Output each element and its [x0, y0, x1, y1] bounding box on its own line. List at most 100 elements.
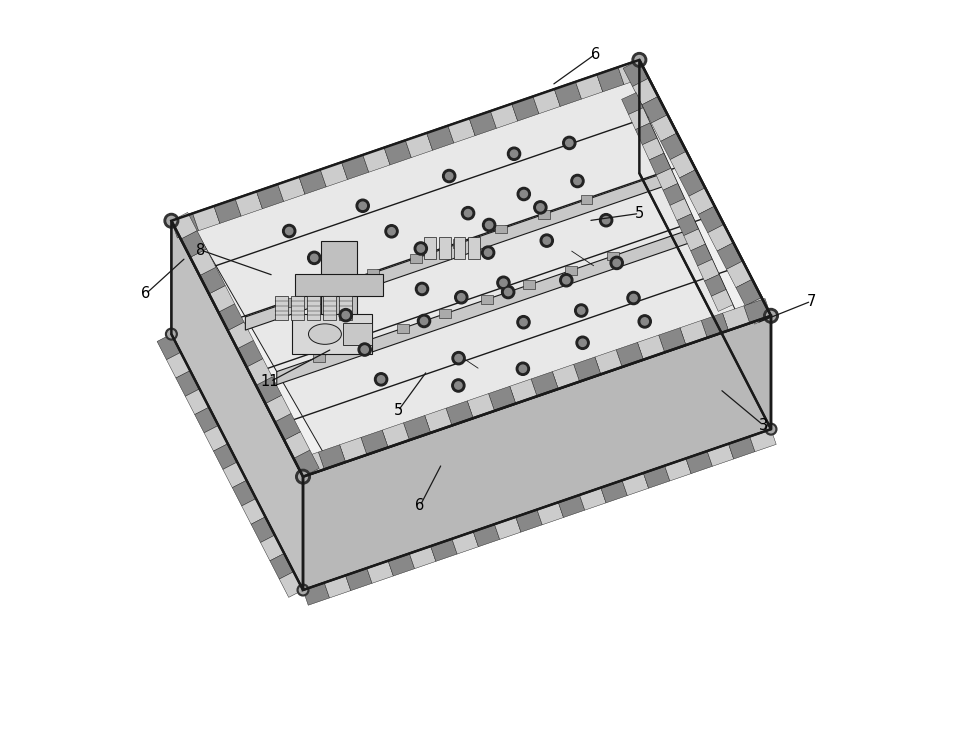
Polygon shape	[339, 297, 352, 320]
Polygon shape	[242, 498, 265, 524]
Circle shape	[296, 469, 310, 484]
Polygon shape	[558, 495, 585, 517]
Text: 6: 6	[415, 498, 425, 513]
Circle shape	[374, 373, 388, 386]
Circle shape	[537, 204, 544, 211]
Circle shape	[574, 304, 588, 317]
Text: 3: 3	[759, 418, 768, 433]
Circle shape	[307, 251, 321, 264]
Polygon shape	[623, 60, 649, 87]
Circle shape	[517, 316, 530, 329]
Polygon shape	[296, 274, 383, 296]
Polygon shape	[431, 539, 457, 562]
Circle shape	[641, 318, 649, 325]
Polygon shape	[277, 227, 698, 385]
Polygon shape	[410, 254, 422, 263]
Polygon shape	[736, 279, 762, 306]
Polygon shape	[597, 68, 624, 92]
Polygon shape	[209, 286, 234, 312]
Polygon shape	[663, 184, 684, 206]
Circle shape	[356, 199, 369, 212]
Polygon shape	[439, 309, 451, 318]
Polygon shape	[566, 266, 577, 275]
Polygon shape	[701, 313, 728, 338]
Polygon shape	[321, 162, 347, 187]
Polygon shape	[523, 280, 535, 289]
Text: 8: 8	[196, 242, 205, 258]
Polygon shape	[157, 334, 181, 360]
Polygon shape	[670, 199, 692, 220]
Polygon shape	[679, 170, 705, 196]
Polygon shape	[680, 321, 707, 345]
Circle shape	[635, 56, 644, 65]
Polygon shape	[323, 297, 336, 320]
Polygon shape	[491, 103, 518, 128]
Circle shape	[510, 150, 518, 157]
Circle shape	[167, 330, 175, 338]
Circle shape	[359, 202, 367, 209]
Polygon shape	[213, 444, 237, 470]
Polygon shape	[580, 487, 606, 510]
Circle shape	[767, 311, 775, 320]
Circle shape	[418, 286, 426, 293]
Polygon shape	[469, 111, 497, 136]
Polygon shape	[488, 386, 516, 411]
Polygon shape	[496, 225, 507, 233]
Circle shape	[517, 187, 530, 200]
Polygon shape	[744, 299, 771, 323]
Polygon shape	[389, 553, 414, 576]
Polygon shape	[256, 377, 281, 404]
Polygon shape	[495, 517, 521, 539]
Polygon shape	[581, 195, 592, 204]
Polygon shape	[699, 206, 724, 233]
Polygon shape	[608, 252, 619, 261]
Polygon shape	[749, 429, 776, 451]
Polygon shape	[439, 237, 451, 259]
Polygon shape	[554, 81, 582, 106]
Polygon shape	[512, 96, 539, 121]
Polygon shape	[194, 407, 218, 433]
Polygon shape	[279, 572, 303, 597]
Polygon shape	[247, 359, 272, 385]
Polygon shape	[683, 229, 705, 251]
Circle shape	[579, 339, 587, 346]
Polygon shape	[670, 151, 696, 178]
Polygon shape	[660, 133, 686, 160]
Circle shape	[385, 225, 398, 238]
Text: 7: 7	[807, 294, 816, 309]
Polygon shape	[686, 451, 712, 473]
Circle shape	[417, 314, 431, 327]
Circle shape	[638, 315, 652, 328]
Circle shape	[414, 242, 428, 255]
Polygon shape	[228, 322, 254, 349]
Circle shape	[630, 294, 637, 302]
Polygon shape	[516, 509, 543, 532]
Circle shape	[563, 277, 570, 284]
Circle shape	[452, 352, 465, 365]
Polygon shape	[186, 389, 209, 415]
Polygon shape	[303, 583, 329, 606]
Polygon shape	[639, 60, 771, 429]
Circle shape	[464, 209, 472, 217]
Polygon shape	[649, 153, 671, 175]
Polygon shape	[723, 306, 749, 330]
Polygon shape	[299, 170, 326, 195]
Circle shape	[415, 283, 429, 296]
Polygon shape	[704, 275, 726, 297]
Circle shape	[768, 426, 774, 433]
Circle shape	[766, 424, 777, 435]
Polygon shape	[167, 352, 190, 378]
Polygon shape	[410, 546, 435, 569]
Circle shape	[361, 346, 368, 353]
Text: 11: 11	[261, 374, 279, 389]
Polygon shape	[324, 575, 351, 598]
Circle shape	[166, 328, 177, 340]
Polygon shape	[446, 401, 473, 426]
Polygon shape	[467, 393, 495, 418]
Polygon shape	[425, 237, 436, 259]
Polygon shape	[342, 155, 368, 180]
Circle shape	[299, 472, 307, 481]
Polygon shape	[237, 341, 263, 367]
Circle shape	[285, 228, 293, 235]
Polygon shape	[291, 297, 304, 320]
